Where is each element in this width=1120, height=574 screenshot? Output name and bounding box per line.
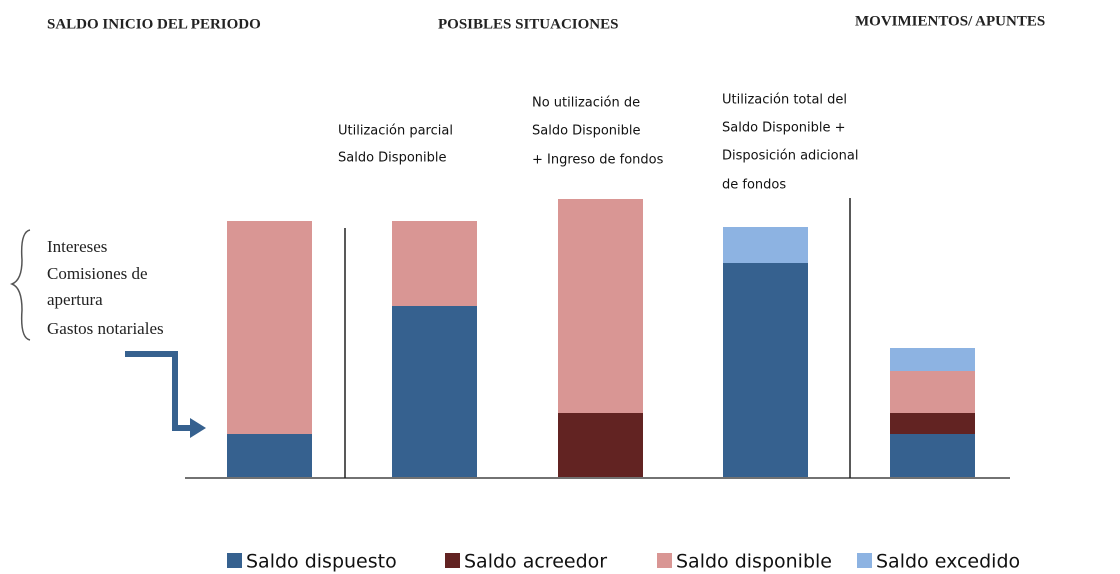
legend-swatch: [445, 553, 460, 568]
annotation: Utilización total del: [722, 93, 847, 108]
annotation: Disposición adicional: [722, 149, 858, 164]
bar-segment: [890, 371, 975, 413]
bar-segment: [558, 413, 643, 477]
arrow: [125, 351, 195, 431]
side-note: apertura: [47, 290, 103, 309]
bar-segment: [392, 306, 477, 477]
bar-segment: [392, 221, 477, 306]
annotation: Saldo Disponible: [338, 151, 446, 166]
bar-segment: [890, 348, 975, 371]
annotation: + Ingreso de fondos: [532, 153, 664, 168]
legend-swatch: [857, 553, 872, 568]
bar-segment: [558, 199, 643, 413]
brace: [9, 229, 31, 341]
annotation: Saldo Disponible: [532, 124, 640, 139]
bar-segment: [890, 434, 975, 477]
annotation: No utilización de: [532, 96, 640, 111]
bar-segment: [890, 413, 975, 434]
side-note: Intereses: [47, 237, 107, 256]
bar-segment: [227, 434, 312, 477]
bar-segment: [227, 221, 312, 434]
header: SALDO INICIO DEL PERIODO: [47, 16, 261, 32]
arrow-head: [190, 418, 206, 438]
header: POSIBLES SITUACIONES: [438, 16, 618, 32]
legend-swatch: [227, 553, 242, 568]
annotation: de fondos: [722, 178, 786, 193]
side-note: Gastos notariales: [47, 319, 164, 338]
legend-label: Saldo excedido: [876, 551, 1020, 573]
bar-segment: [723, 263, 808, 477]
side-note: Comisiones de: [47, 264, 148, 283]
bar-segment: [723, 227, 808, 263]
legend-label: Saldo disponible: [676, 551, 832, 573]
header: MOVIMIENTOS/ APUNTES: [855, 13, 1045, 29]
legend-label: Saldo acreedor: [464, 551, 607, 573]
annotation: Saldo Disponible +: [722, 121, 846, 136]
legend-swatch: [657, 553, 672, 568]
annotation: Utilización parcial: [338, 124, 453, 139]
legend-label: Saldo dispuesto: [246, 551, 397, 573]
